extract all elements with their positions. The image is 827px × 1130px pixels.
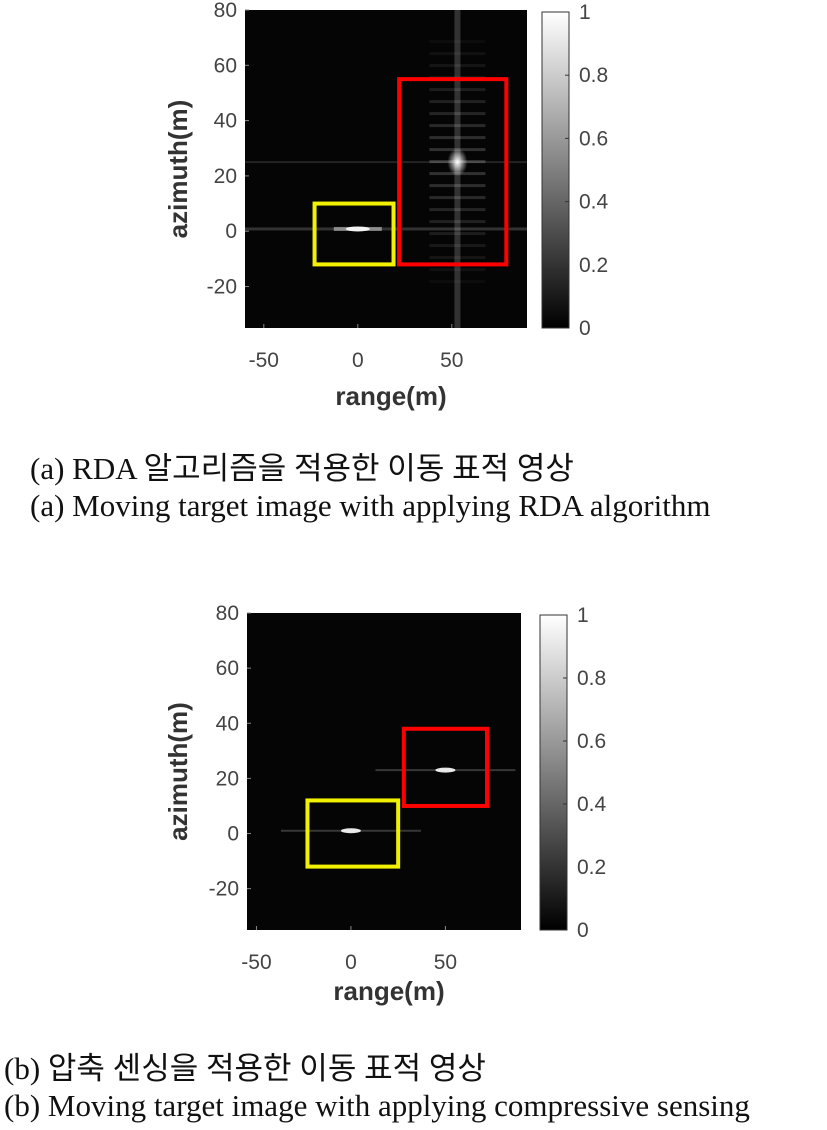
colorbar-tick-label: 0.6 bbox=[579, 127, 608, 150]
caption-b-english: (b) Moving target image with applying co… bbox=[4, 1088, 750, 1123]
target-sidelobe bbox=[429, 232, 486, 236]
target-sidelobe bbox=[429, 256, 486, 260]
y-tick-label: -20 bbox=[207, 276, 237, 299]
colorbar-tick-label: 0.4 bbox=[579, 191, 609, 214]
target-sidelobe bbox=[429, 100, 486, 104]
y-tick-label: -20 bbox=[209, 878, 239, 901]
y-tick-label: 40 bbox=[216, 712, 239, 735]
y-axis-label: azimuth(m) bbox=[163, 100, 193, 239]
yellow-box bbox=[312, 201, 396, 267]
target-sidelobe bbox=[429, 196, 486, 200]
colorbar-tick-label: 0.2 bbox=[579, 254, 608, 277]
y-tick-label: 60 bbox=[214, 54, 237, 77]
heatmap-background bbox=[247, 613, 521, 930]
colorbar-tick-label: 0.2 bbox=[577, 856, 606, 879]
target-peak bbox=[435, 767, 456, 773]
y-tick-label: 0 bbox=[227, 823, 239, 846]
target-range-streak bbox=[245, 227, 527, 231]
target-peak bbox=[345, 226, 370, 232]
target-sidelobe bbox=[429, 52, 486, 56]
y-tick-label: 20 bbox=[216, 767, 239, 790]
target-sidelobe bbox=[429, 124, 486, 128]
target-sidelobe bbox=[429, 136, 486, 140]
colorbar-tick-label: 0 bbox=[577, 919, 589, 942]
x-axis-label: range(m) bbox=[333, 976, 444, 1006]
chart-panel-a: 80 60 40 20 0 -20 -50 0 50 range(m) azimuth(m) 1 0.8… bbox=[163, 0, 609, 411]
target-sidelobe bbox=[429, 88, 486, 92]
yellow-box bbox=[305, 798, 401, 869]
x-tick-label: -50 bbox=[249, 349, 279, 372]
heatmap-background bbox=[245, 10, 527, 328]
target-peak bbox=[447, 148, 468, 177]
target-sidelobe bbox=[429, 220, 486, 224]
x-tick-label: 0 bbox=[352, 349, 364, 372]
colorbar-tick-label: 0 bbox=[579, 317, 591, 340]
target-sidelobe bbox=[429, 184, 486, 188]
target-2 bbox=[245, 10, 527, 328]
target-2 bbox=[375, 767, 516, 773]
target-sidelobe bbox=[429, 112, 486, 116]
colorbar bbox=[541, 11, 570, 329]
target-range-streak bbox=[245, 161, 527, 164]
x-axis-label: range(m) bbox=[335, 381, 446, 411]
colorbar-tick-label: 1 bbox=[577, 604, 589, 627]
y-tick-label: 40 bbox=[214, 110, 237, 133]
caption-a-english: (a) Moving target image with applying RD… bbox=[30, 488, 711, 523]
x-tick-label: 50 bbox=[434, 951, 457, 974]
target-sidelobe bbox=[429, 244, 486, 248]
y-axis-label: azimuth(m) bbox=[163, 702, 193, 841]
y-tick-label: 80 bbox=[214, 0, 237, 22]
y-tick-label: 80 bbox=[216, 602, 239, 625]
target-peak bbox=[340, 828, 361, 834]
red-box bbox=[401, 726, 489, 808]
x-tick-label: 0 bbox=[345, 951, 357, 974]
caption-a-korean: (a) RDA 알고리즘을 적용한 이동 표적 영상 bbox=[30, 451, 574, 486]
colorbar-tick-label: 0.4 bbox=[577, 793, 607, 816]
red-box bbox=[397, 77, 509, 267]
target-sidelobe bbox=[429, 268, 486, 272]
target-1 bbox=[245, 226, 527, 232]
target-1 bbox=[280, 828, 421, 834]
colorbar-tick-label: 1 bbox=[579, 1, 591, 24]
x-tick-label: -50 bbox=[241, 951, 271, 974]
x-tick-label: 50 bbox=[440, 349, 463, 372]
target-sidelobe bbox=[429, 208, 486, 212]
y-tick-label: 60 bbox=[216, 657, 239, 680]
colorbar-tick-label: 0.8 bbox=[577, 667, 606, 690]
colorbar-tick-label: 0.6 bbox=[577, 730, 606, 753]
target-sidelobe bbox=[429, 64, 486, 68]
y-tick-label: 0 bbox=[225, 220, 237, 243]
caption-b-korean: (b) 압축 센싱을 적용한 이동 표적 영상 bbox=[4, 1051, 486, 1086]
colorbar-tick-label: 0.8 bbox=[579, 64, 608, 87]
colorbar bbox=[539, 614, 568, 931]
y-tick-label: 20 bbox=[214, 165, 237, 188]
